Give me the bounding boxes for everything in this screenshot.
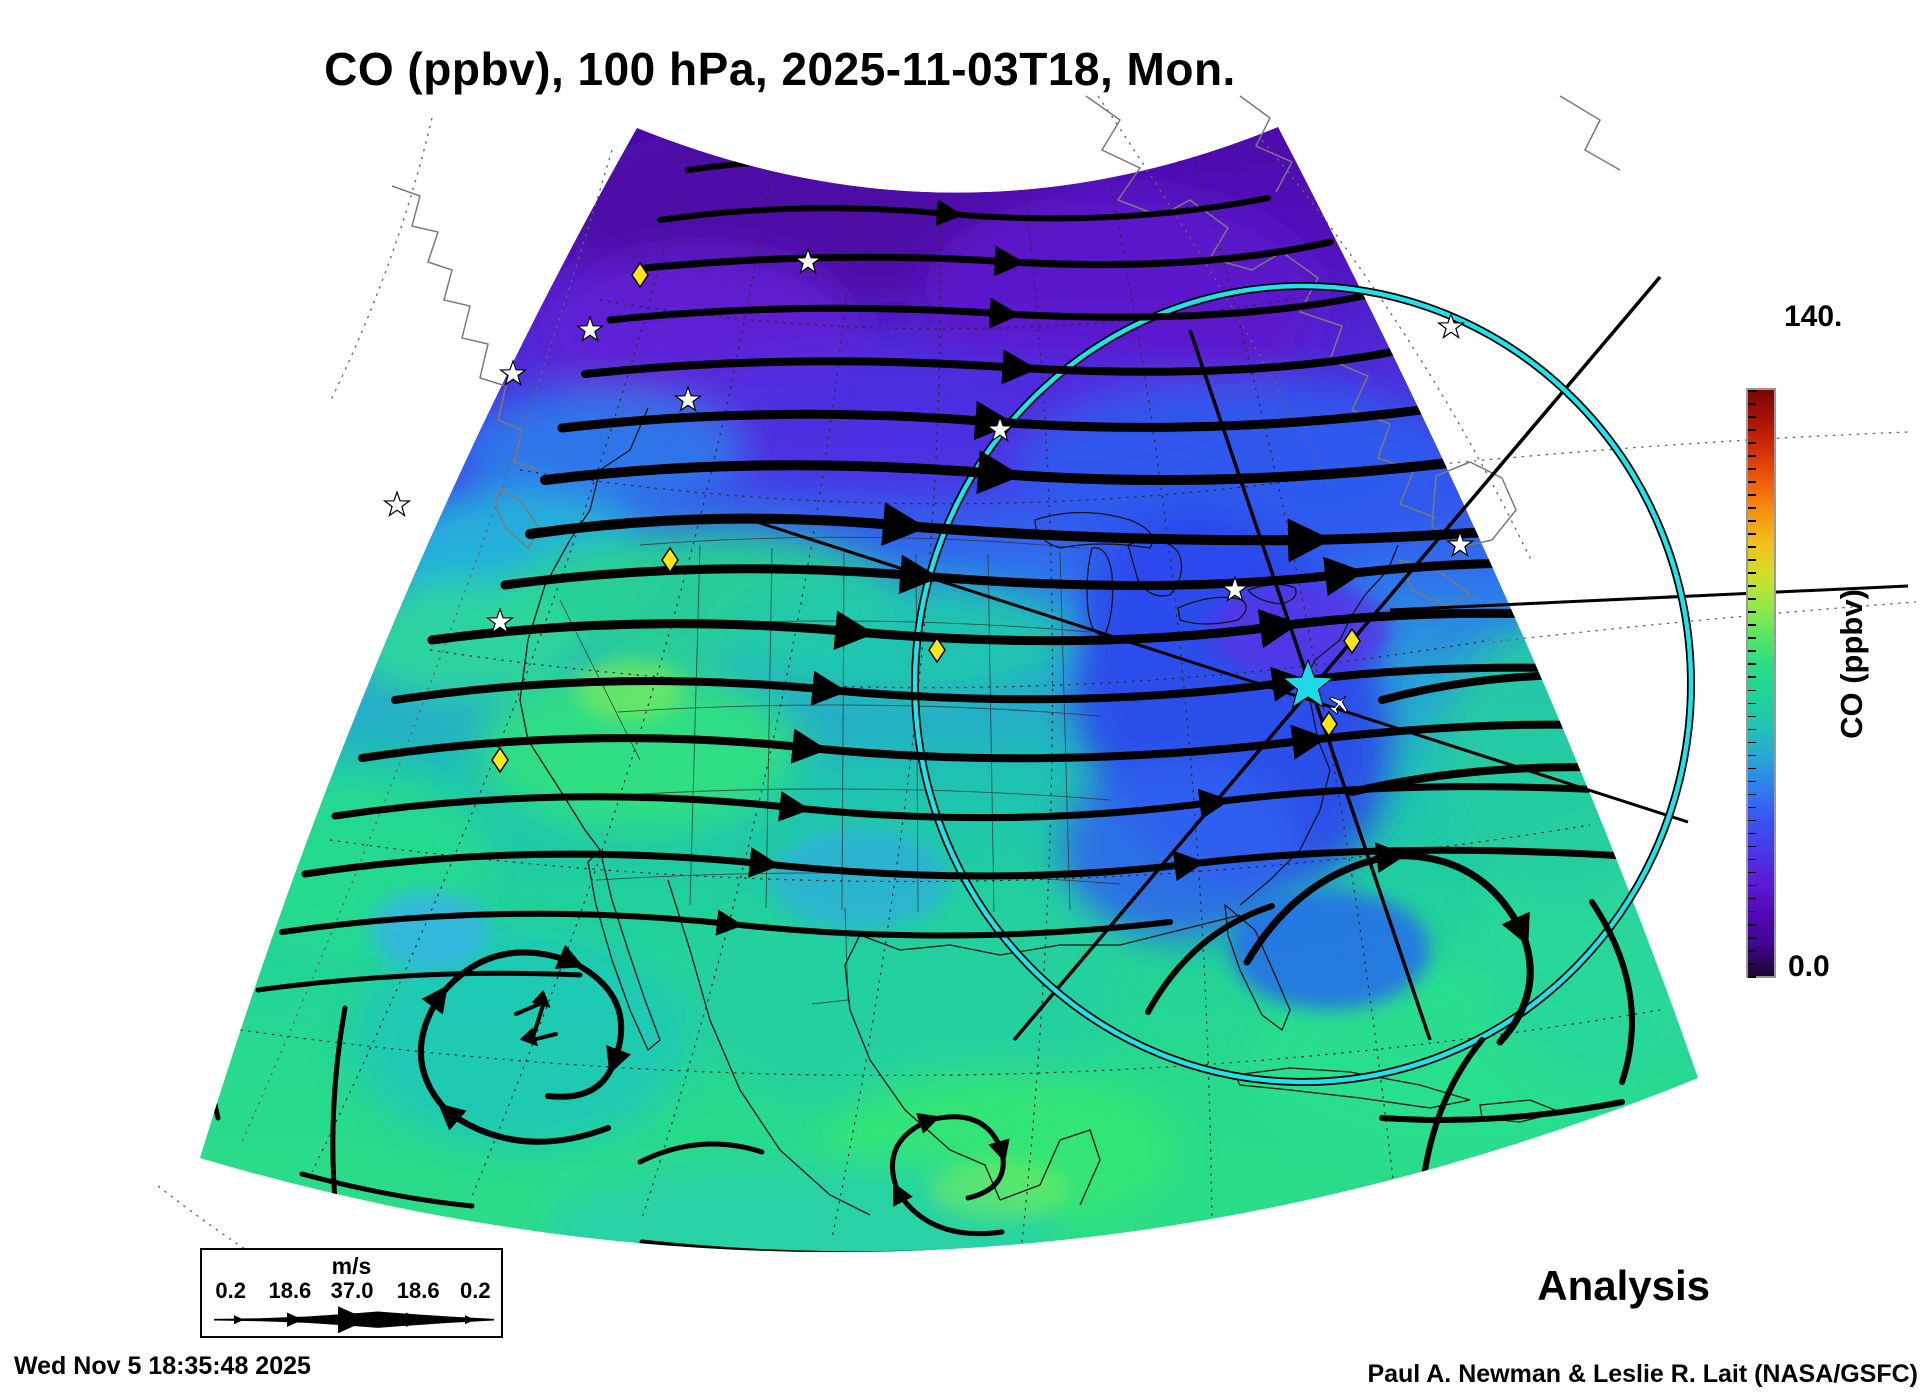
colorbar-tick	[1748, 598, 1756, 600]
colorbar-tick	[1748, 546, 1756, 548]
wind-legend-value: 0.2	[215, 1278, 246, 1303]
colorbar-tick	[1748, 429, 1756, 431]
observation-star-marker	[1436, 312, 1466, 339]
colorbar-axis-label: CO (ppbv)	[1834, 589, 1869, 739]
colorbar-tick	[1748, 416, 1756, 418]
colorbar-tick	[1748, 442, 1756, 444]
colorbar-min-label: 0.0	[1788, 950, 1830, 983]
diamond-marker	[1343, 627, 1361, 655]
observation-star-marker	[793, 247, 823, 274]
colorbar-tick	[1748, 793, 1756, 796]
markers-layer	[382, 247, 1475, 774]
colorbar-tick	[1748, 676, 1756, 679]
colorbar-max-label: 140.	[1784, 300, 1843, 333]
colorbar-tick	[1748, 468, 1756, 470]
colorbar-tick	[1748, 390, 1756, 392]
station-star-marker	[1281, 658, 1335, 709]
colorbar-tick	[1748, 741, 1756, 744]
colorbar-tick	[1748, 845, 1756, 848]
colorbar-tick	[1748, 923, 1756, 926]
colorbar-tick	[1748, 533, 1756, 535]
diamond-marker	[631, 261, 649, 289]
diamond-marker	[491, 746, 509, 774]
wind-legend-value: 37.0	[330, 1278, 374, 1303]
observation-star-marker	[485, 607, 515, 634]
colorbar-tick	[1748, 897, 1756, 900]
colorbar-tick	[1748, 663, 1756, 666]
colorbar-tick	[1748, 976, 1756, 978]
credit-label: Paul A. Newman & Leslie R. Lait (NASA/GS…	[1367, 1360, 1918, 1388]
colorbar-tick	[1748, 585, 1756, 587]
colorbar-tick	[1748, 702, 1756, 705]
observation-star-marker	[382, 490, 412, 517]
observation-star-marker	[498, 359, 528, 386]
graticule-outside	[157, 95, 1917, 1309]
colorbar-tick	[1748, 403, 1756, 405]
colorbar-tick	[1748, 572, 1756, 574]
colorbar-tick	[1748, 767, 1756, 770]
colorbar-tick	[1748, 871, 1756, 874]
colorbar-tick	[1748, 728, 1756, 731]
colorbar-tick	[1748, 754, 1756, 757]
colorbar-tick	[1748, 559, 1756, 561]
observation-star-marker	[1445, 530, 1475, 557]
streamlines	[209, 153, 1698, 1253]
colorbar-tick	[1748, 715, 1756, 718]
analysis-label: Analysis	[1537, 1262, 1710, 1309]
aircraft-icon	[1329, 695, 1348, 715]
wind-legend-value: 18.6	[396, 1278, 440, 1303]
colorbar-tick	[1748, 780, 1756, 783]
diamond-marker	[661, 546, 679, 574]
colorbar-tick	[1748, 624, 1756, 626]
colorbar-tick	[1748, 832, 1756, 835]
colorbar-tick	[1748, 611, 1756, 613]
colorbar-tick	[1748, 806, 1756, 809]
colorbar-tick	[1748, 494, 1756, 496]
wind-speed-legend: m/s 0.2 18.6 37.0 18.6 0.2	[200, 1248, 503, 1338]
colorbar-tick	[1748, 910, 1756, 913]
colorbar-ticks	[1748, 390, 1774, 978]
colorbar	[1746, 388, 1776, 978]
render-timestamp: Wed Nov 5 18:35:48 2025	[14, 1352, 311, 1380]
observation-star-marker	[673, 385, 703, 412]
colorbar-tick	[1748, 481, 1756, 483]
colorbar-tick	[1748, 949, 1756, 952]
observation-star-marker	[575, 315, 605, 342]
diamond-marker	[1320, 710, 1338, 738]
colorbar-tick	[1748, 689, 1756, 692]
colorbar-tick	[1748, 455, 1756, 457]
colorbar-tick	[1748, 819, 1756, 822]
plot-title: CO (ppbv), 100 hPa, 2025-11-03T18, Mon.	[324, 43, 1236, 95]
colorbar-tick	[1748, 858, 1756, 861]
diamond-marker	[928, 636, 946, 664]
colorbar-tick	[1748, 637, 1756, 640]
observation-star-marker	[1220, 575, 1250, 602]
wind-legend-units: m/s	[331, 1253, 372, 1279]
colorbar-tick	[1748, 884, 1756, 887]
colorbar-tick	[1748, 962, 1756, 965]
colorbar-tick	[1748, 507, 1756, 509]
wind-legend-value: 18.6	[268, 1278, 312, 1303]
wind-legend-arrow	[214, 1306, 494, 1334]
co-field	[200, 127, 1698, 1253]
observation-star-marker	[985, 415, 1015, 442]
colorbar-tick	[1748, 520, 1756, 522]
wind-legend-value: 0.2	[459, 1278, 491, 1303]
colorbar-tick	[1748, 936, 1756, 939]
colorbar-tick	[1748, 650, 1756, 653]
